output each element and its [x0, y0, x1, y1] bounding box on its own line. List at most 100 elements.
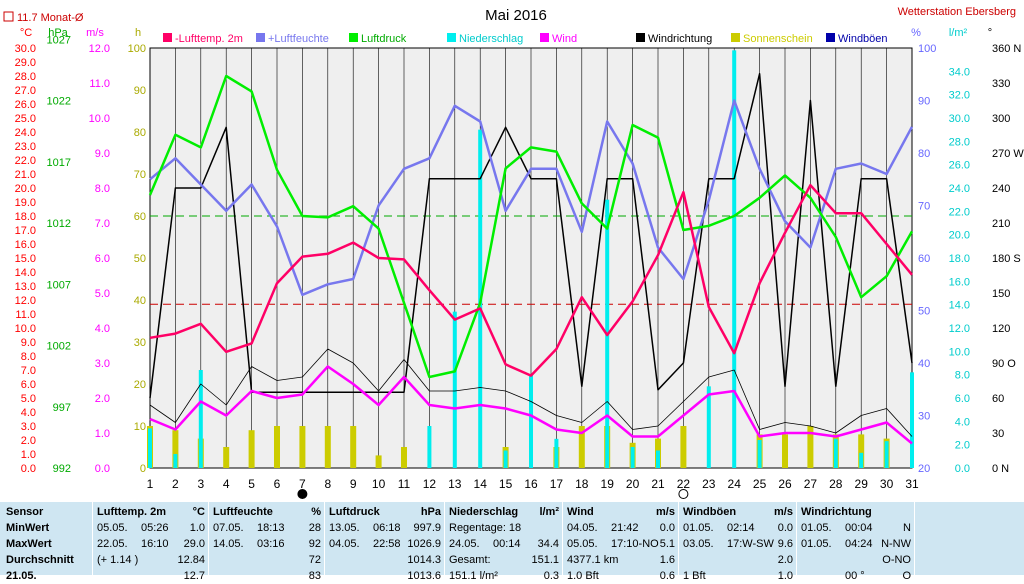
sun-bar	[248, 430, 255, 468]
table-cell: 05.05.	[567, 538, 598, 550]
axis-unit-label: °	[988, 27, 992, 39]
axis-tick-label: 240	[992, 183, 1010, 195]
table-cell: 06:18	[373, 522, 401, 534]
axis-tick-label: 20.0	[15, 183, 36, 195]
axis-tick-label: 150	[992, 288, 1010, 300]
full-moon-icon	[678, 489, 689, 499]
axis-tick-label: 23.0	[15, 141, 36, 153]
legend-label: Sonnenschein	[743, 33, 813, 45]
table-cell: 17:W-SW	[727, 538, 774, 550]
axis-tick-label: 1.0	[95, 428, 110, 440]
rain-bar	[198, 370, 203, 468]
axis-tick-label: 1.0	[21, 449, 36, 461]
axis-tick-label: 14.0	[15, 267, 36, 279]
x-tick-label: 29	[855, 477, 869, 491]
table-cell: 5.1	[659, 538, 675, 550]
x-tick-label: 13	[448, 477, 462, 491]
x-tick-label: 18	[575, 477, 589, 491]
row-label: MaxWert	[6, 538, 52, 550]
table-cell: 1.0	[189, 522, 205, 534]
table-cell: 0.0	[777, 522, 793, 534]
column-header: Luftdruck	[329, 506, 380, 518]
axis-tick-label: 10.0	[949, 346, 970, 358]
table-cell: 04.05.	[329, 538, 360, 550]
x-tick-label: 4	[223, 477, 230, 491]
chart-title: Mai 2016	[485, 7, 547, 24]
x-tick-label: 21	[651, 477, 665, 491]
table-cell: 02:14	[727, 522, 755, 534]
column-header: Windböen	[683, 506, 737, 518]
axis-tick-label: 20	[918, 463, 930, 475]
rain-bar	[630, 447, 635, 468]
axis-tick-label: 100	[918, 43, 936, 55]
axis-tick-label: 16.0	[15, 239, 36, 251]
table-empty-column	[914, 502, 1024, 575]
x-tick-label: 14	[474, 477, 488, 491]
table-cell: 01.05.	[683, 522, 714, 534]
station-name: Wetterstation Ebersberg	[898, 6, 1016, 18]
reference-lines	[150, 215, 912, 305]
table-cell: 151.1	[531, 554, 559, 566]
x-tick-label: 24	[728, 477, 742, 491]
series-line	[149, 72, 913, 399]
table-cell: Regentage: 18	[449, 522, 522, 534]
row-label: MinWert	[6, 522, 50, 534]
table-cell: 14.05.	[213, 538, 244, 550]
axis-tick-label: 60	[918, 253, 930, 265]
axis-tick-label: 0 N	[992, 463, 1009, 475]
rain-bar	[452, 311, 457, 468]
rain-bar	[656, 450, 660, 468]
axis-tick-label: 19.0	[15, 197, 36, 209]
x-tick-label: 12	[423, 477, 437, 491]
axis-tick-label: 7.0	[95, 218, 110, 230]
series-lines	[148, 72, 914, 445]
series-line	[148, 74, 914, 379]
table-cell: 12.84	[177, 554, 205, 566]
legend-label: Luftdruck	[361, 33, 407, 45]
axis-tick-label: 30.0	[949, 113, 970, 125]
axis-tick-label: 40	[134, 295, 146, 307]
mean-marker-icon	[3, 11, 14, 22]
series-line	[149, 365, 913, 445]
sun-bar	[858, 434, 865, 468]
rain-bar	[148, 428, 152, 468]
row-label: 21.05.	[6, 570, 37, 582]
table-cell: 1.0 Bft	[567, 570, 599, 582]
series-line	[149, 99, 914, 297]
legend-swatch	[163, 33, 172, 42]
table-cell: 0.6	[659, 570, 675, 582]
table-column: Niederschlag l/m² Regentage: 18 24.05. 00:14…	[444, 502, 562, 582]
axis-tick-label: 9.0	[95, 148, 110, 160]
x-tick-label: 17	[550, 477, 564, 491]
table-cell: 1013.6	[407, 570, 441, 582]
column-unit: m/s	[774, 506, 793, 518]
x-axis: 1 2 3 4 5 6 7 8 9 10 11 12 13 14 15 16 17 18 19 20 21 22 23 24 2…	[147, 477, 919, 491]
axis-tick-label: 12.0	[15, 295, 36, 307]
axis-tick-label: 5.0	[95, 288, 110, 300]
axis-unit-label: %	[911, 27, 921, 39]
axis-tick-label: 10.0	[15, 323, 36, 335]
axis-tick-label: 7.0	[21, 365, 36, 377]
axis-tick-label: 0.0	[95, 463, 110, 475]
table-cell: 1026.9	[407, 538, 441, 550]
axis-tick-label: 12.0	[89, 43, 110, 55]
axis-tick-label: 21.0	[15, 169, 36, 181]
table-cell: 151.1 l/m²	[449, 570, 498, 582]
column-header: Niederschlag	[449, 506, 519, 518]
axis-tick-label: 60	[992, 393, 1004, 405]
axis-tick-label: 80	[134, 127, 146, 139]
rain-bar	[427, 426, 432, 468]
table-column: Wind m/s 04.05. 21:42 0.0 05.05. 17:10-NO 5.1 43…	[562, 502, 678, 582]
axis-tick-label: 70	[918, 201, 930, 213]
axis-tick-label: 90 O	[992, 358, 1016, 370]
axis-tick-label: 997	[53, 402, 71, 414]
row-label: Sensor	[6, 506, 44, 518]
table-column: Windrichtung 01.05. 00:04 N 01.05. 04:24 N-NW O…	[796, 502, 914, 582]
axis-tick-label: 90	[134, 85, 146, 97]
axis-tick-label: 2.0	[955, 440, 970, 452]
x-tick-label: 7	[299, 477, 306, 491]
axis-tick-label: 26.0	[15, 99, 36, 111]
axis-tick-label: 1007	[47, 279, 71, 291]
table-cell: 1.0	[777, 570, 793, 582]
table-column: Windböen m/s 01.05. 02:14 0.0 03.05. 17:W-SW 9.…	[678, 502, 796, 582]
